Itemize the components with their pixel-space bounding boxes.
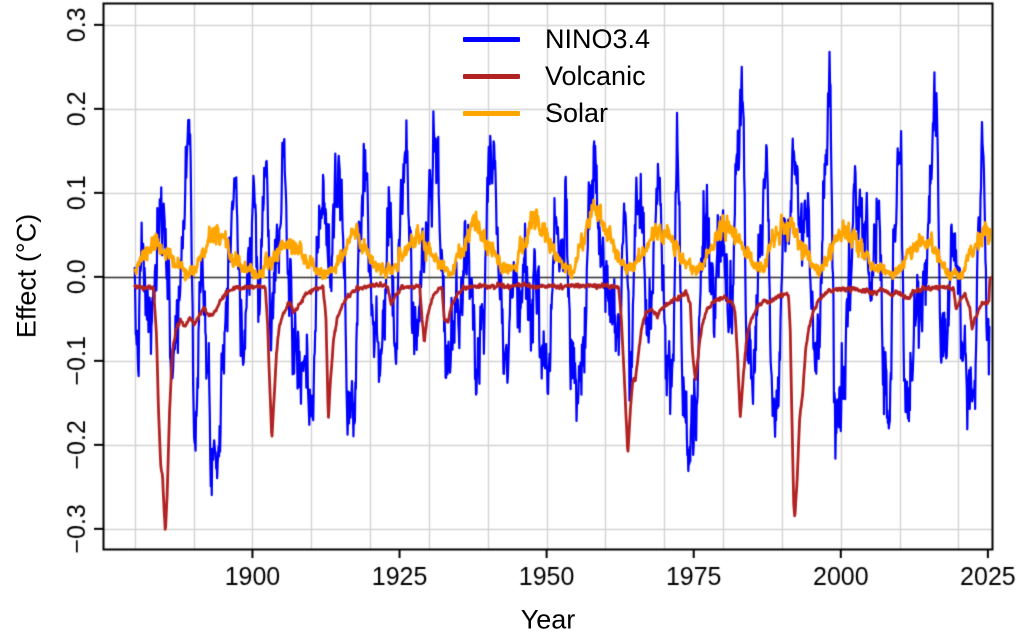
x-axis-title: Year xyxy=(520,604,576,635)
y-axis-title: Effect (°C) xyxy=(11,213,42,339)
legend-entry-volcanic: Volcanic xyxy=(463,58,650,95)
legend-line-volcanic-icon xyxy=(463,74,520,79)
legend-line-solar-icon xyxy=(463,111,520,116)
legend-label-solar: Solar xyxy=(545,98,609,128)
legend-entry-nino34: NINO3.4 xyxy=(463,21,650,58)
legend-line-nino34-icon xyxy=(463,37,520,42)
legend-label-volcanic: Volcanic xyxy=(545,61,646,91)
legend: NINO3.4 Volcanic Solar xyxy=(463,21,650,132)
legend-entry-solar: Solar xyxy=(463,95,650,132)
legend-label-nino34: NINO3.4 xyxy=(545,24,651,54)
